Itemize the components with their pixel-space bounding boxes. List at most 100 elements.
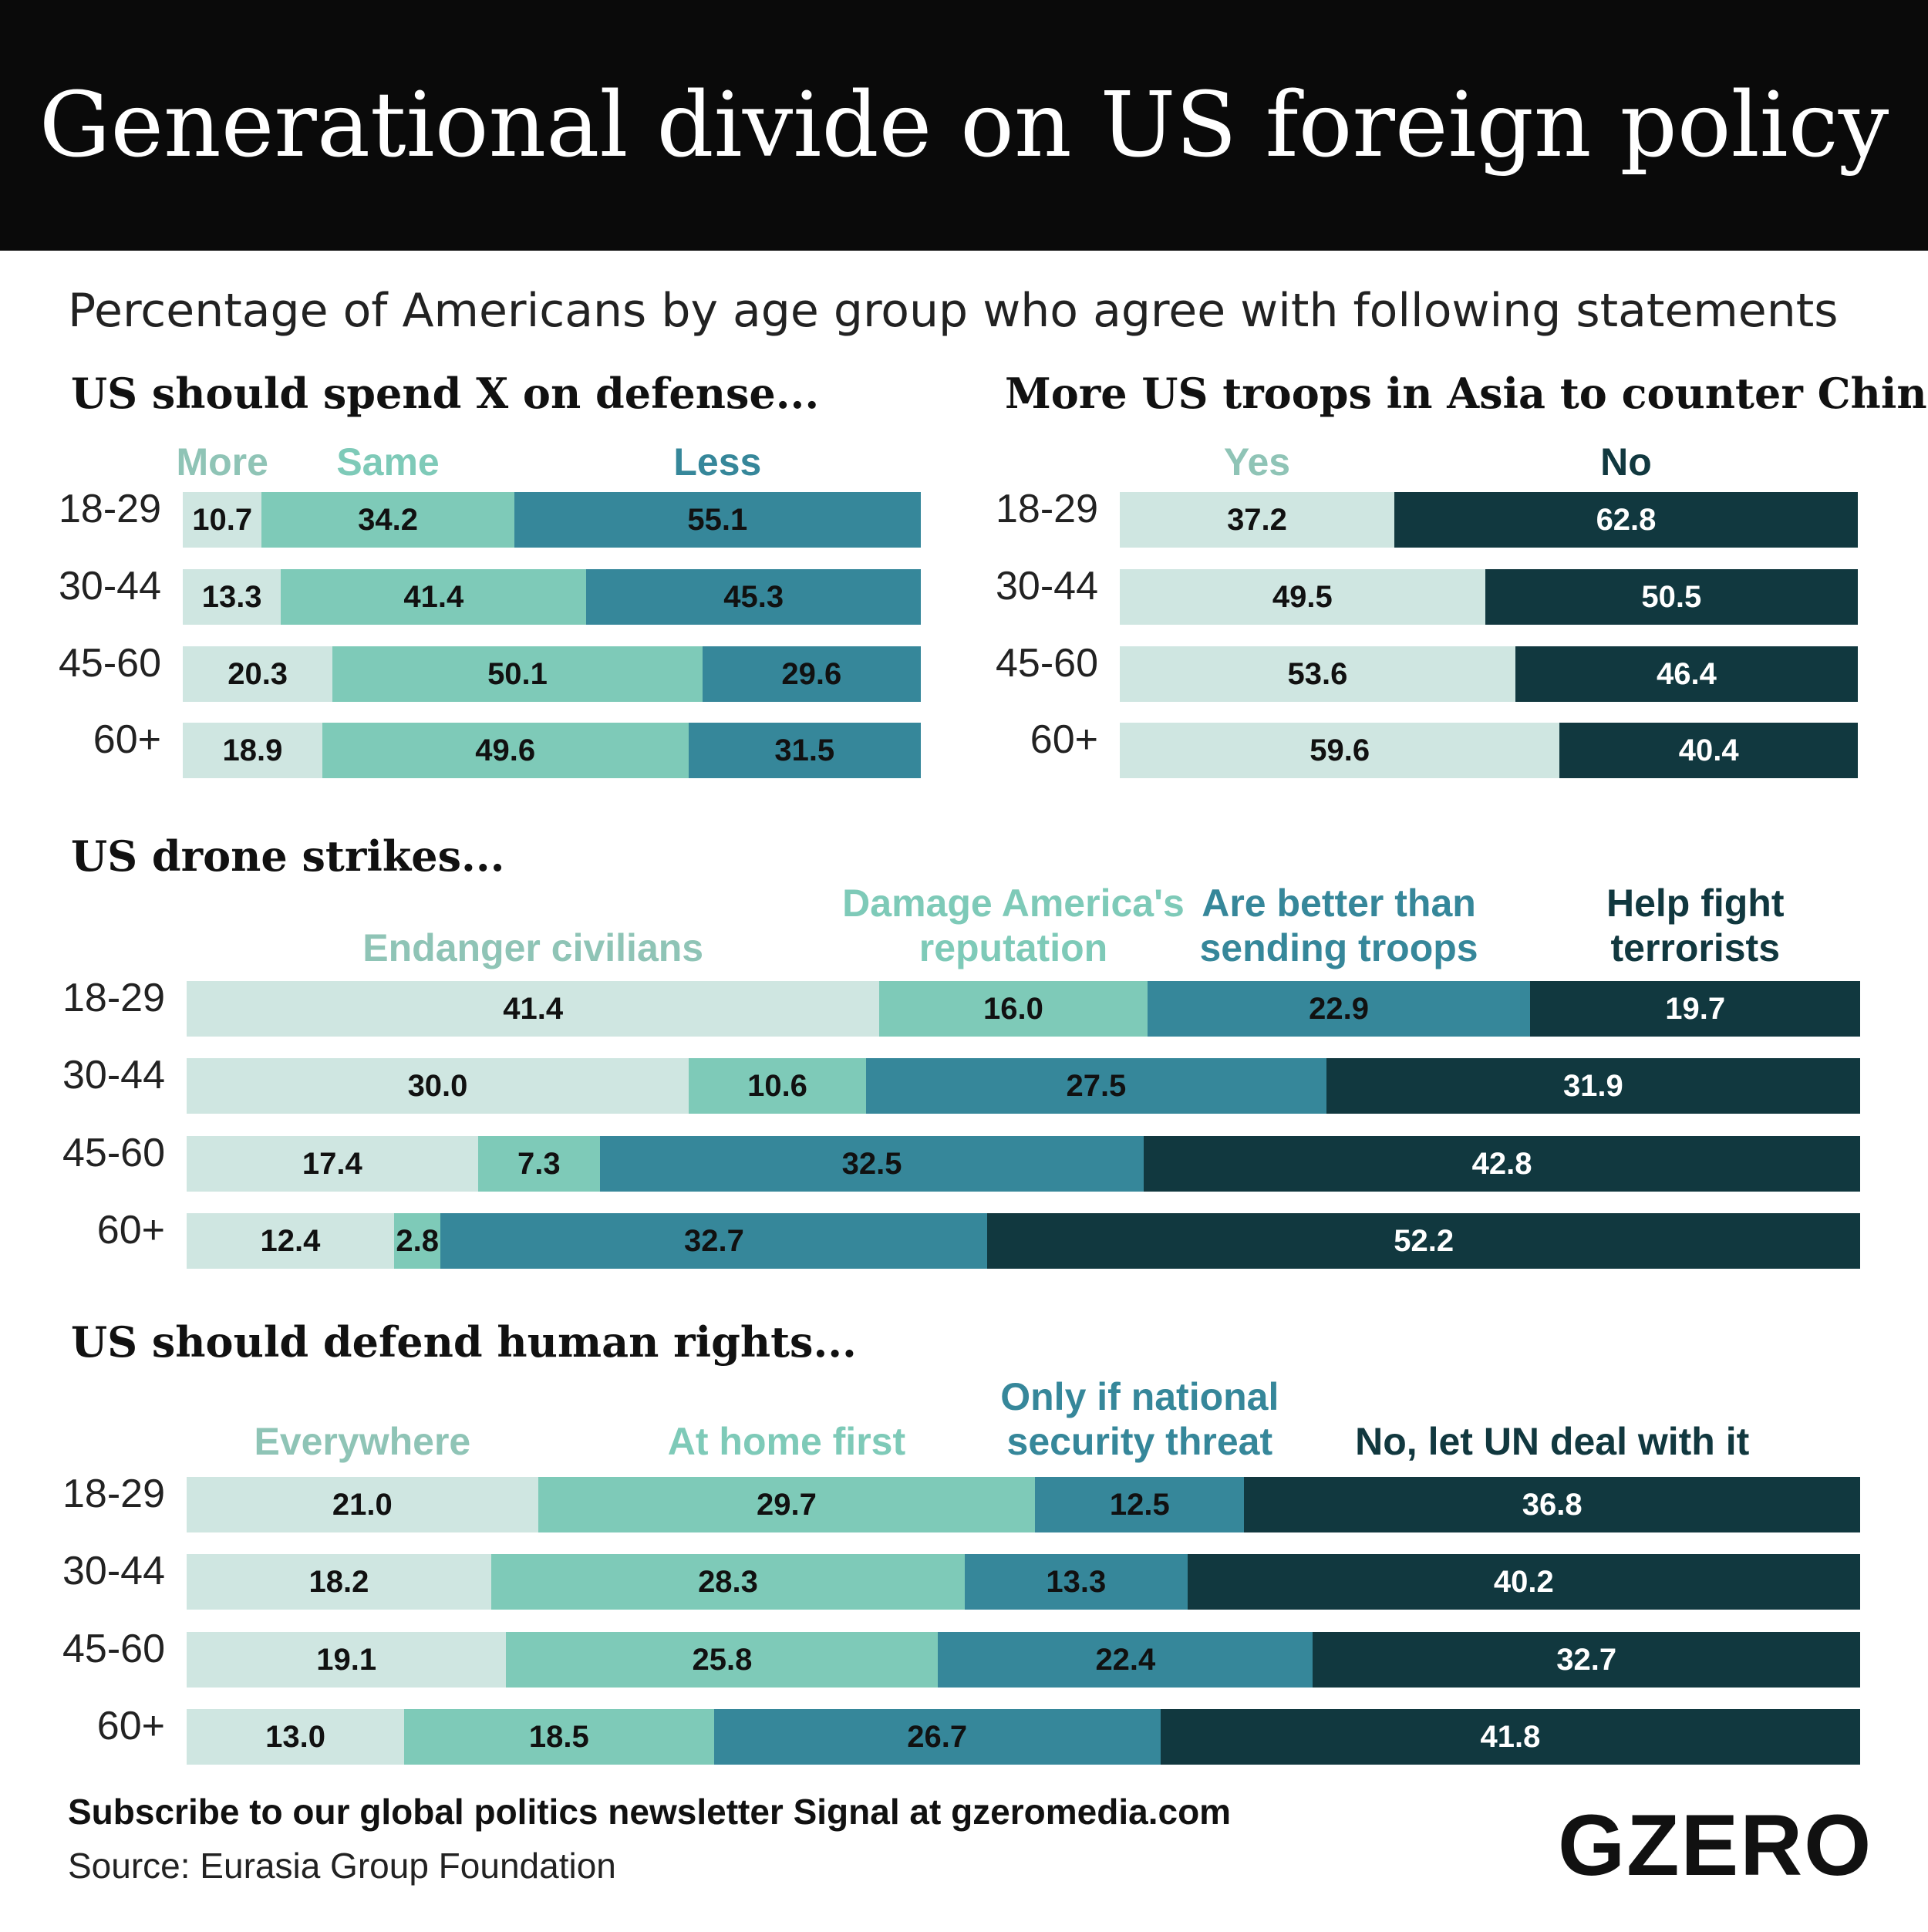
row-label: 45-60 (62, 1131, 165, 1175)
bar-segment: 27.5 (866, 1058, 1326, 1114)
bar-segment: 41.4 (281, 569, 587, 625)
stacked-bar: 10.7 34.2 55.1 (183, 492, 921, 548)
bar-segment: 13.3 (183, 569, 281, 625)
legend-label: At home first (667, 1419, 906, 1463)
bar-segment: 22.4 (938, 1632, 1313, 1688)
row-label: 30-44 (996, 564, 1098, 609)
legend-label: Damage America's reputation (842, 882, 1185, 969)
legend-label: More (176, 440, 268, 484)
bar-segment: 29.6 (702, 646, 921, 702)
bar-segment: 50.1 (332, 646, 703, 702)
bar-segment: 46.4 (1515, 646, 1858, 702)
bar-segment: 19.7 (1530, 981, 1860, 1037)
bar-segment: 28.3 (490, 1554, 966, 1610)
stacked-bar: 53.6 46.4 (1120, 646, 1858, 702)
bar-segment: 32.7 (1313, 1632, 1860, 1688)
row-label: 18-29 (59, 487, 161, 531)
bar-segment: 26.7 (713, 1709, 1161, 1765)
bar-segment: 52.2 (987, 1213, 1860, 1269)
bar-segment: 62.8 (1394, 492, 1858, 548)
legend-label: No, let UN deal with it (1355, 1419, 1750, 1463)
stacked-bar: 30.0 10.6 27.5 31.9 (187, 1058, 1860, 1114)
bar-segment: 17.4 (187, 1136, 478, 1192)
legend-label: Less (673, 440, 762, 484)
row-label: 60+ (96, 1704, 165, 1748)
bar-segment: 41.4 (187, 981, 880, 1037)
row-label: 60+ (93, 717, 161, 762)
bar-segment: 34.2 (261, 492, 514, 548)
row-label: 18-29 (62, 976, 165, 1020)
panel-title: More US troops in Asia to counter China (1005, 369, 1928, 418)
stacked-bar: 37.2 62.8 (1120, 492, 1858, 548)
bar-segment: 40.2 (1187, 1554, 1860, 1610)
bar-segment: 12.4 (187, 1213, 394, 1269)
bar-segment: 32.7 (440, 1213, 988, 1269)
stacked-bar: 13.0 18.5 26.7 41.8 (187, 1709, 1860, 1765)
row-label: 60+ (1030, 717, 1098, 762)
panel-title: US should defend human rights... (71, 1317, 857, 1367)
legend-label: Help fight terrorists (1606, 882, 1785, 969)
stacked-bar: 17.4 7.3 32.5 42.8 (187, 1136, 1860, 1192)
page-title: Generational divide on US foreign policy (39, 73, 1889, 177)
bar-segment: 13.3 (965, 1554, 1188, 1610)
legend-label: Are better than sending troops (1199, 882, 1478, 969)
bar-segment: 49.6 (322, 723, 689, 778)
bar-segment: 31.9 (1326, 1058, 1860, 1114)
bar-segment: 19.1 (187, 1632, 507, 1688)
bar-segment: 10.6 (689, 1058, 867, 1114)
bar-segment: 59.6 (1120, 723, 1560, 778)
panel-title: US drone strikes... (71, 831, 505, 881)
stacked-bar: 41.4 16.0 22.9 19.7 (187, 981, 1860, 1037)
stacked-bar: 18.9 49.6 31.5 (183, 723, 921, 778)
header-band (0, 0, 1928, 251)
legend-label: Yes (1223, 440, 1291, 484)
row-label: 30-44 (62, 1053, 165, 1097)
bar-segment: 50.5 (1485, 569, 1858, 625)
stacked-bar: 49.5 50.5 (1120, 569, 1858, 625)
bar-segment: 12.5 (1035, 1477, 1245, 1532)
bar-segment: 18.9 (183, 723, 322, 778)
bar-segment: 16.0 (879, 981, 1148, 1037)
stacked-bar: 21.0 29.7 12.5 36.8 (187, 1477, 1860, 1532)
bar-segment: 10.7 (183, 492, 262, 548)
stacked-bar: 18.2 28.3 13.3 40.2 (187, 1554, 1860, 1610)
row-label: 45-60 (59, 641, 161, 686)
bar-segment: 25.8 (506, 1632, 939, 1688)
bar-segment: 41.8 (1160, 1709, 1860, 1765)
page-subtitle: Percentage of Americans by age group who… (68, 284, 1839, 338)
bar-segment: 7.3 (477, 1136, 600, 1192)
bar-segment: 30.0 (187, 1058, 689, 1114)
row-label: 45-60 (62, 1627, 165, 1671)
stacked-bar: 12.4 2.8 32.7 52.2 (187, 1213, 1860, 1269)
legend-label: Everywhere (254, 1419, 471, 1463)
row-label: 18-29 (996, 487, 1098, 531)
legend-label: No (1600, 440, 1652, 484)
legend-label: Only if national security threat (1000, 1375, 1279, 1463)
row-label: 18-29 (62, 1472, 165, 1516)
bar-segment: 22.9 (1147, 981, 1531, 1037)
bar-segment: 42.8 (1144, 1136, 1860, 1192)
bar-segment: 49.5 (1120, 569, 1485, 625)
bar-segment: 18.5 (404, 1709, 714, 1765)
bar-segment: 37.2 (1120, 492, 1394, 548)
stacked-bar: 19.1 25.8 22.4 32.7 (187, 1632, 1860, 1688)
row-label: 45-60 (996, 641, 1098, 686)
footer-subscribe: Subscribe to our global politics newslet… (68, 1792, 1232, 1832)
stacked-bar: 59.6 40.4 (1120, 723, 1858, 778)
gzero-logo: GZERO (1558, 1797, 1873, 1893)
legend-label: Endanger civilians (362, 926, 704, 969)
stacked-bar: 13.3 41.4 45.3 (183, 569, 921, 625)
bar-segment: 21.0 (187, 1477, 538, 1532)
bar-segment: 40.4 (1559, 723, 1858, 778)
bar-segment: 2.8 (393, 1213, 441, 1269)
bar-segment: 13.0 (187, 1709, 405, 1765)
bar-segment: 53.6 (1120, 646, 1515, 702)
legend-label: Same (336, 440, 440, 484)
bar-segment: 45.3 (586, 569, 921, 625)
footer-source: Source: Eurasia Group Foundation (68, 1846, 616, 1886)
bar-segment: 36.8 (1244, 1477, 1860, 1532)
bar-segment: 20.3 (183, 646, 333, 702)
row-label: 30-44 (59, 564, 161, 609)
bar-segment: 55.1 (514, 492, 921, 548)
row-label: 60+ (96, 1208, 165, 1253)
